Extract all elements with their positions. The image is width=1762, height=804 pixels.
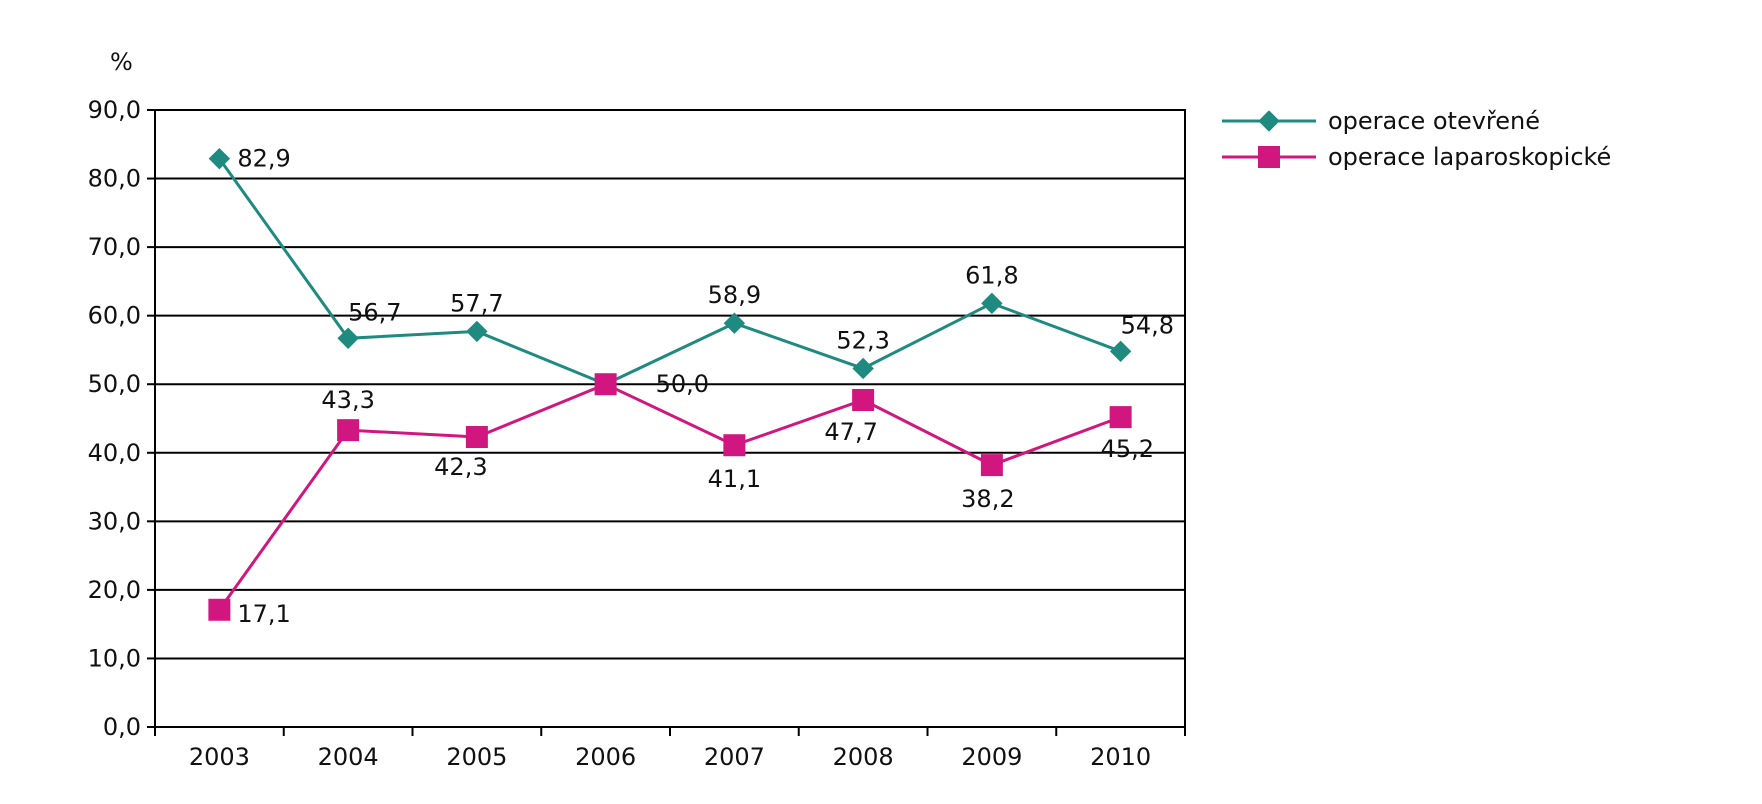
y-tick-label: 30,0	[88, 507, 141, 535]
x-tick-label: 2008	[833, 743, 894, 771]
data-label: 56,7	[348, 298, 401, 326]
square-marker	[852, 388, 875, 411]
square-marker	[723, 434, 746, 457]
diamond-marker	[337, 327, 359, 349]
x-tick-label: 2009	[961, 743, 1022, 771]
diamond-marker	[1109, 340, 1132, 363]
series-line-otevrene	[218, 157, 1122, 386]
data-label: 52,3	[836, 326, 889, 354]
y-tick-label: 60,0	[88, 302, 141, 330]
y-tick-label: 20,0	[88, 576, 141, 604]
square-marker	[594, 373, 617, 396]
diamond-marker	[852, 357, 874, 380]
data-labels: 82,9 56,7 57,7 58,9 52,3 61,8 54,8 17,1 43,3 42,3…	[237, 145, 1174, 628]
y-tick-label: 40,0	[88, 439, 141, 467]
data-label: 47,7	[824, 418, 877, 446]
y-tick-label: 50,0	[88, 370, 141, 398]
y-tick-label: 80,0	[88, 165, 141, 193]
data-label: 41,1	[708, 465, 761, 493]
data-label: 54,8	[1121, 311, 1174, 339]
square-marker	[980, 454, 1003, 477]
data-label: 43,3	[321, 386, 374, 414]
diamond-marker	[466, 320, 488, 343]
axes: % 0,0 10,0 20,0 30,0 40,0 50,0 60,0 70,0 80,0 90,0…	[88, 48, 1186, 771]
x-tick-label: 2006	[575, 743, 636, 771]
series-line-laparoskopicke	[218, 382, 1122, 611]
data-label: 17,1	[237, 600, 290, 628]
y-tick-label: 0,0	[103, 713, 141, 741]
x-tick-label: 2005	[446, 743, 507, 771]
series	[208, 147, 1132, 621]
square-marker	[465, 426, 488, 449]
data-label: 45,2	[1101, 435, 1154, 463]
data-label: 42,3	[434, 453, 487, 481]
data-label: 82,9	[237, 145, 290, 173]
diamond-marker	[723, 312, 746, 334]
data-label: 61,8	[965, 261, 1018, 289]
diamond-marker	[208, 147, 231, 170]
square-marker	[1109, 406, 1132, 429]
y-tick-label: 90,0	[88, 96, 141, 124]
x-tick-label: 2003	[189, 743, 250, 771]
square-marker	[1258, 146, 1280, 168]
x-tick-label: 2007	[704, 743, 765, 771]
square-marker	[337, 419, 360, 442]
legend: operace otevřené operace laparoskopické	[1222, 107, 1611, 171]
plot-area-border	[154, 109, 1186, 728]
data-label: 57,7	[450, 289, 503, 317]
square-marker	[208, 598, 231, 621]
data-label: 58,9	[708, 281, 761, 309]
y-tick-label: 10,0	[88, 644, 141, 672]
diamond-marker	[1258, 110, 1280, 132]
x-tick-label: 2010	[1090, 743, 1151, 771]
y-tick-label: 70,0	[88, 233, 141, 261]
legend-label: operace laparoskopické	[1328, 143, 1611, 171]
data-label: 38,2	[961, 485, 1014, 513]
diamond-marker	[981, 292, 1003, 315]
y-unit-label: %	[110, 48, 133, 76]
x-tick-label: 2004	[318, 743, 379, 771]
data-label: 50,0	[656, 370, 709, 398]
legend-label: operace otevřené	[1328, 107, 1540, 135]
